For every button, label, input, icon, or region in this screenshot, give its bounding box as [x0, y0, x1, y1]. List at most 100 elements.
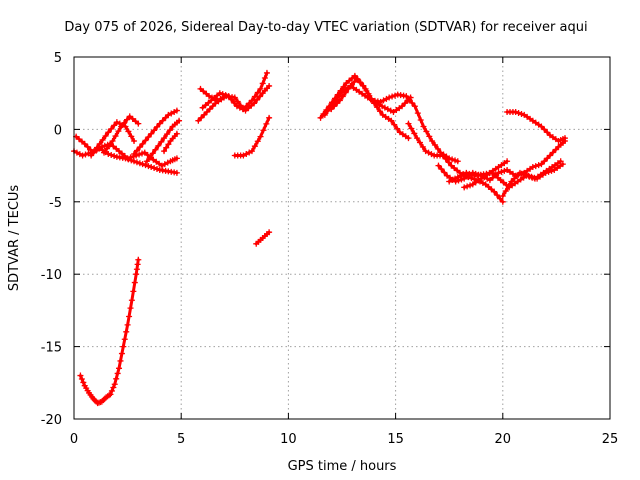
- data-point: [552, 146, 559, 153]
- data-point: [257, 133, 264, 140]
- axis-ticks: 0 5 10 15 20 25 -20 -15 -10 -5 0 5: [41, 51, 619, 447]
- data-point: [206, 106, 213, 113]
- data-point: [342, 89, 349, 96]
- data-point: [135, 256, 142, 263]
- data-point: [334, 100, 341, 107]
- data-point: [176, 117, 183, 124]
- y-tick-label: 0: [54, 123, 62, 138]
- data-point: [423, 128, 430, 135]
- data-point: [136, 144, 143, 151]
- data-point: [546, 152, 553, 159]
- x-tick-label: 0: [70, 432, 78, 447]
- data-point: [439, 152, 446, 159]
- series-arc-16: [328, 75, 412, 142]
- data-point: [111, 381, 118, 388]
- data-point: [502, 188, 509, 195]
- data-point: [88, 152, 95, 159]
- data-point: [228, 96, 235, 103]
- y-tick-label: -20: [41, 413, 62, 428]
- data-point: [251, 143, 258, 150]
- series-arc-5: [131, 107, 180, 158]
- data-point: [348, 82, 355, 89]
- series-line: [407, 122, 505, 204]
- data-point: [112, 133, 119, 140]
- data-point: [154, 166, 161, 173]
- data-point: [79, 152, 86, 159]
- data-point: [411, 103, 418, 110]
- data-point: [216, 90, 223, 97]
- data-point: [78, 376, 85, 383]
- data-point: [259, 80, 266, 87]
- data-point: [128, 133, 135, 140]
- data-point: [108, 125, 115, 132]
- data-point: [261, 75, 268, 82]
- data-point: [142, 162, 149, 169]
- data-point: [441, 169, 448, 176]
- data-point: [146, 154, 153, 161]
- data-point: [544, 155, 551, 162]
- data-point: [442, 155, 449, 162]
- data-point: [118, 123, 125, 130]
- data-point: [125, 128, 132, 135]
- data-point: [149, 150, 156, 157]
- series-line: [196, 96, 226, 123]
- data-point: [107, 391, 114, 398]
- data-point: [266, 229, 273, 236]
- data-point: [163, 144, 170, 151]
- data-point: [541, 158, 548, 165]
- data-point: [518, 110, 525, 117]
- data-point: [535, 162, 542, 169]
- data-point: [541, 126, 548, 133]
- data-point: [469, 171, 476, 178]
- y-tick-label: -10: [41, 268, 62, 283]
- data-point: [542, 169, 549, 176]
- data-point: [136, 160, 143, 167]
- data-point: [201, 111, 208, 118]
- data-point: [391, 121, 398, 128]
- plot-frame: [73, 56, 611, 420]
- x-tick-label: 15: [387, 432, 404, 447]
- data-point: [158, 138, 165, 145]
- data-point: [389, 93, 396, 100]
- data-point: [135, 120, 142, 127]
- data-point: [173, 155, 180, 162]
- data-point: [529, 164, 536, 171]
- series-arc-2: [73, 133, 180, 169]
- data-point: [127, 154, 134, 161]
- series-line: [329, 77, 410, 140]
- data-point: [77, 372, 84, 379]
- data-point: [101, 149, 108, 156]
- data-point: [408, 125, 415, 132]
- data-point: [499, 198, 506, 205]
- data-point: [195, 117, 202, 124]
- data-point: [142, 137, 149, 144]
- data-point: [434, 145, 441, 152]
- x-tick-label: 5: [177, 432, 185, 447]
- data-point: [111, 122, 118, 129]
- x-tick-label: 10: [280, 432, 297, 447]
- data-point: [324, 107, 331, 114]
- data-point: [124, 321, 131, 328]
- series-arc-17: [405, 120, 506, 205]
- data-point: [121, 336, 128, 343]
- data-point: [508, 178, 515, 185]
- data-point: [411, 130, 418, 137]
- data-point: [525, 172, 532, 179]
- data-point: [124, 155, 131, 162]
- series-line: [78, 258, 140, 405]
- data-point: [376, 108, 383, 115]
- data-point: [559, 161, 566, 168]
- data-point: [134, 261, 141, 268]
- data-point: [494, 192, 501, 199]
- data-point: [461, 184, 468, 191]
- data-point: [254, 138, 261, 145]
- data-point: [374, 104, 381, 111]
- data-point: [116, 365, 123, 372]
- data-point: [491, 188, 498, 195]
- data-point: [263, 120, 270, 127]
- data-point: [203, 109, 210, 116]
- data-point: [131, 279, 138, 286]
- data-point: [114, 370, 121, 377]
- data-point: [468, 175, 475, 182]
- series-arc-4: [101, 113, 142, 156]
